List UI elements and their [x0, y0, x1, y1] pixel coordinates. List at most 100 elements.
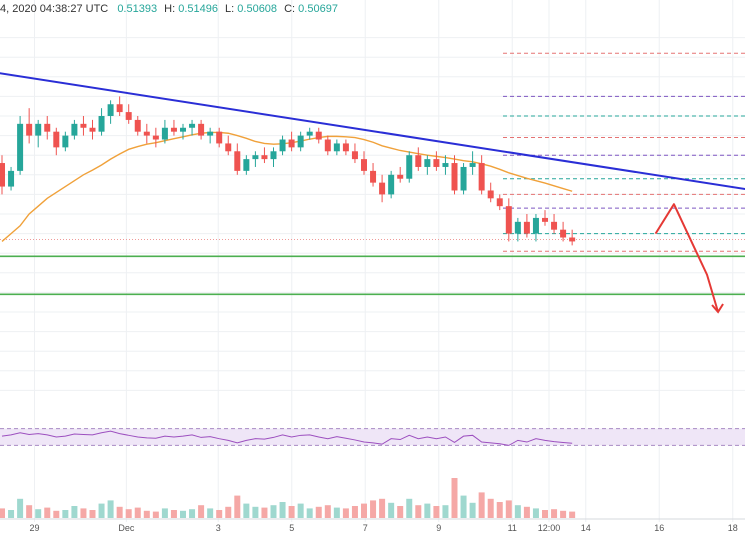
volume-bar	[487, 498, 494, 518]
candle	[71, 119, 78, 140]
volume-bar	[98, 503, 105, 518]
volume-bar	[89, 510, 96, 518]
x-tick-label: 9	[436, 523, 441, 533]
candle-body	[125, 112, 132, 120]
volume-bar	[216, 510, 223, 518]
candle	[243, 155, 250, 175]
candle	[351, 143, 358, 164]
candle-body	[261, 155, 268, 160]
candle	[98, 108, 105, 136]
volume-bar	[496, 502, 503, 518]
candle-body	[505, 206, 512, 234]
candle	[261, 147, 268, 164]
volume-bar	[143, 510, 150, 518]
candle-body	[433, 159, 440, 167]
header-open-value: 0.51393	[117, 3, 157, 15]
x-tick-label: 12:00	[538, 523, 561, 533]
candle	[532, 214, 539, 242]
candle	[469, 151, 476, 175]
projection-arrow[interactable]	[654, 203, 720, 313]
volume-bar	[44, 507, 51, 518]
candle-body	[397, 174, 404, 179]
candle	[342, 139, 349, 156]
volume-bar	[180, 510, 186, 518]
volume-bar	[53, 510, 60, 518]
volume-bar	[243, 503, 250, 518]
candle	[152, 127, 159, 148]
candle	[306, 127, 313, 140]
volume-bar	[424, 503, 431, 518]
bearish-trendline[interactable]	[0, 72, 745, 199]
candle-body	[98, 116, 105, 132]
volume-bar	[333, 507, 340, 518]
candle	[107, 100, 114, 124]
candle-body	[161, 127, 168, 140]
volume-bar	[379, 498, 386, 518]
candle	[514, 217, 521, 242]
volume-bar	[433, 506, 440, 518]
candle	[44, 116, 51, 140]
candle	[569, 229, 576, 246]
candle-body	[8, 170, 15, 187]
candle	[460, 163, 467, 195]
volume-bar	[315, 506, 322, 518]
candle-body	[279, 139, 286, 152]
volume-bar	[397, 506, 404, 518]
candle-body	[288, 139, 295, 148]
candle	[62, 131, 69, 152]
candle-body	[487, 190, 494, 199]
candle	[216, 127, 223, 148]
candle-body	[216, 131, 223, 144]
candle-body	[243, 159, 250, 171]
candle	[297, 131, 304, 152]
volume-bar	[189, 509, 196, 518]
candle-body	[361, 159, 367, 171]
volume-bar	[469, 502, 476, 518]
candle-body	[379, 182, 386, 195]
candle-body	[53, 131, 60, 148]
candle	[379, 174, 386, 203]
candle	[252, 151, 259, 167]
candle	[89, 119, 96, 140]
volume-bar	[71, 506, 78, 518]
candle	[415, 147, 422, 171]
candle-body	[460, 166, 467, 191]
volume-bar	[225, 506, 232, 518]
candle-body	[342, 143, 349, 152]
volume-bar	[451, 478, 458, 518]
candle-body	[89, 127, 96, 132]
candle-body	[189, 123, 196, 128]
volume-bar	[560, 510, 567, 518]
volume-bar	[134, 507, 141, 518]
candle-body	[270, 151, 277, 160]
candle	[225, 135, 232, 156]
candle-body	[496, 198, 503, 207]
svg-text:4, 2020 04:38:27 UTC 0: 4, 2020 04:38:27 UTC 0.51393 H: 0.51496 …	[0, 3, 338, 15]
candle-body	[333, 143, 340, 152]
x-tick-label: 7	[363, 523, 368, 533]
volume-bar	[406, 498, 413, 518]
header-datetime: 4, 2020 04:38:27 UTC	[0, 3, 108, 15]
candle-body	[514, 221, 521, 234]
volume-bar	[0, 508, 5, 518]
candle	[279, 135, 286, 156]
rsi-band	[0, 428, 745, 446]
header-low-label: L:	[225, 3, 234, 15]
candle	[161, 119, 168, 144]
volume-bar	[125, 509, 132, 518]
x-tick-label: 11	[508, 523, 517, 533]
volume-bar	[551, 509, 558, 518]
candle-body	[180, 127, 186, 132]
volume-bar	[361, 503, 367, 518]
volume-bar	[351, 506, 358, 518]
candle	[180, 123, 186, 140]
x-tick-label: 29	[29, 523, 39, 533]
candle-body	[62, 135, 69, 148]
candle-body	[143, 131, 150, 136]
volume-bar	[542, 510, 548, 518]
volume-bar	[170, 510, 177, 518]
candle	[143, 123, 150, 144]
candle	[288, 131, 295, 152]
candle-body	[71, 123, 78, 136]
